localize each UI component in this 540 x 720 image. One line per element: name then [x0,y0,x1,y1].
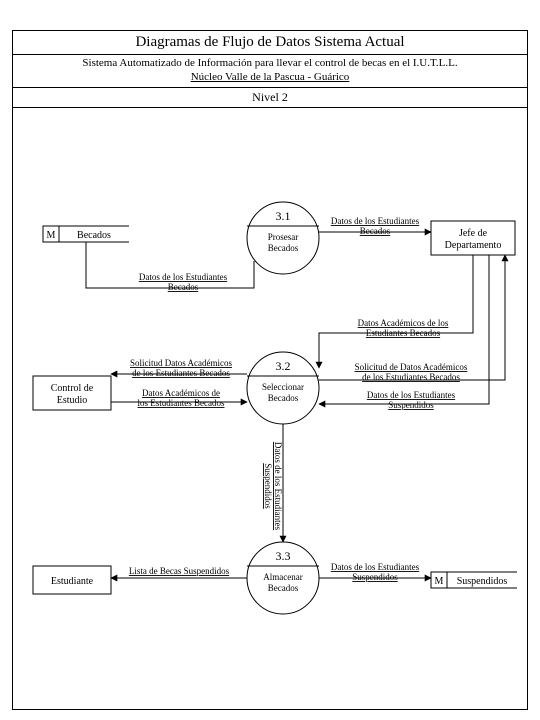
svg-text:Becados: Becados [168,282,199,292]
svg-text:Suspendidos: Suspendidos [457,576,508,587]
svg-text:de los Estudiantes Becados: de los Estudiantes Becados [132,368,230,378]
svg-text:Datos de los Estudiantes: Datos de los Estudiantes [331,216,420,226]
svg-text:Estudiante: Estudiante [51,576,94,587]
svg-text:Becados: Becados [268,393,299,403]
subtitle-line1: Sistema Automatizado de Información para… [82,57,457,69]
svg-text:Datos Académicos de: Datos Académicos de [142,388,220,398]
svg-text:Datos de los Estudiantes: Datos de los Estudiantes [367,390,456,400]
svg-text:3.3: 3.3 [276,549,291,563]
svg-text:Becados: Becados [360,226,391,236]
svg-text:Becados: Becados [268,583,299,593]
svg-text:de los Estudiantes Becados: de los Estudiantes Becados [362,372,460,382]
svg-text:Datos de los Estudiantes: Datos de los Estudiantes [331,562,420,572]
svg-text:los Estudiantes Becados: los Estudiantes Becados [138,398,225,408]
svg-text:Seleccionar: Seleccionar [262,382,304,392]
dfd-diagram: 3.1ProsesarBecados3.2SeleccionarBecados3… [13,108,527,718]
svg-text:Datos Académicos de los: Datos Académicos de los [358,318,449,328]
svg-text:Solicitud Datos Académicos: Solicitud Datos Académicos [130,358,232,368]
svg-text:Estudio: Estudio [57,395,88,406]
svg-text:Becados: Becados [268,243,299,253]
svg-text:Prosesar: Prosesar [268,232,299,242]
level-label: Nivel 2 [13,88,527,108]
svg-text:Suspendidos: Suspendidos [352,572,398,582]
svg-text:Datos de los Estudiantes: Datos de los Estudiantes [273,441,283,530]
svg-text:Becados: Becados [77,230,111,241]
svg-text:Control de: Control de [51,383,94,394]
flow [319,255,473,368]
svg-text:Estudiantes Becados: Estudiantes Becados [366,328,441,338]
page-title: Diagramas de Flujo de Datos Sistema Actu… [13,31,527,55]
svg-text:M: M [435,576,444,587]
page-subtitle: Sistema Automatizado de Información para… [13,55,527,88]
subtitle-line2: Núcleo Valle de la Pascua - Guárico [191,71,350,83]
document-frame: Diagramas de Flujo de Datos Sistema Actu… [12,30,528,710]
svg-text:3.1: 3.1 [276,209,291,223]
svg-text:3.2: 3.2 [276,359,291,373]
svg-text:Suspendidos: Suspendidos [263,463,273,509]
svg-text:Departamento: Departamento [445,240,502,251]
svg-text:Jefe de: Jefe de [459,228,488,239]
svg-text:Suspendidos: Suspendidos [388,400,434,410]
svg-text:Solicitud de Datos Académicos: Solicitud de Datos Académicos [355,362,468,372]
page: Diagramas de Flujo de Datos Sistema Actu… [0,0,540,720]
svg-text:Lista de Becas Suspendidos: Lista de Becas Suspendidos [129,566,230,576]
svg-text:Almacenar: Almacenar [263,572,302,582]
svg-text:Datos de los Estudiantes: Datos de los Estudiantes [139,272,228,282]
svg-text:M: M [47,230,56,241]
